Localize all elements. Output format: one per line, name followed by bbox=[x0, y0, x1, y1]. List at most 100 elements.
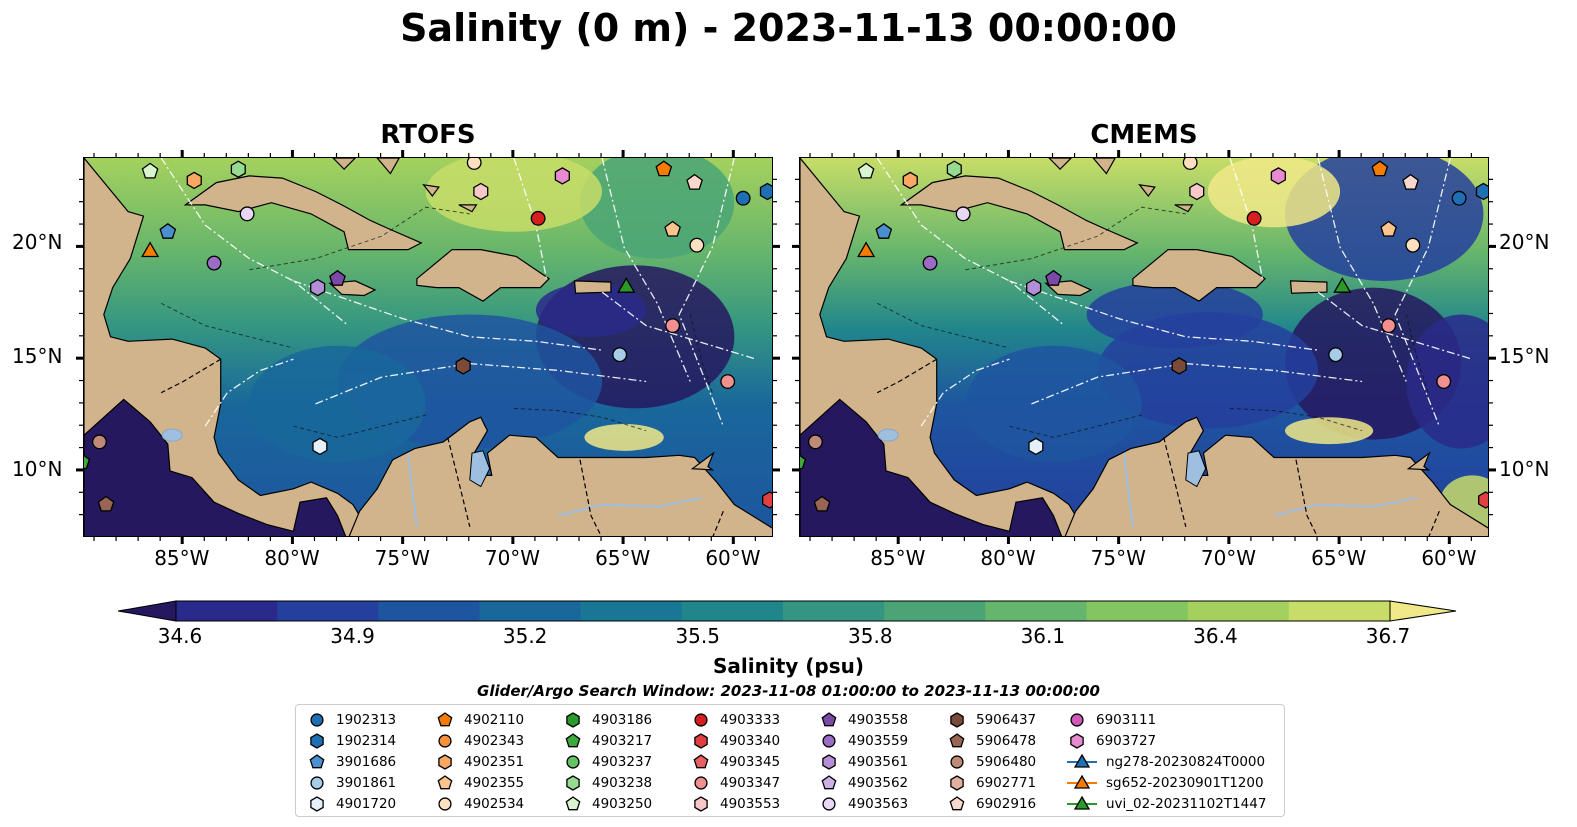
legend-marker-triangle-line-icon bbox=[1067, 795, 1097, 810]
legend-marker-circle-icon bbox=[438, 733, 452, 748]
float-marker-4903559-16[interactable] bbox=[206, 255, 222, 271]
float-marker-3901686-11[interactable] bbox=[875, 222, 893, 239]
float-marker-4902534-14[interactable] bbox=[1405, 237, 1421, 253]
float-marker-4903563-10[interactable] bbox=[239, 206, 255, 222]
float-marker-5906480-25[interactable] bbox=[807, 434, 823, 450]
float-marker-4903559-16[interactable] bbox=[922, 255, 938, 271]
legend-marker-circle-icon bbox=[822, 796, 836, 811]
legend-marker-pentagon-icon bbox=[565, 795, 581, 810]
float-marker-6903727-8[interactable] bbox=[1270, 167, 1286, 185]
float-marker-4903553-7[interactable] bbox=[1189, 182, 1205, 201]
legend-marker-pentagon-icon bbox=[437, 774, 453, 789]
float-marker-4903238-5[interactable] bbox=[230, 160, 246, 178]
float-marker-4901720-24[interactable] bbox=[1028, 437, 1044, 456]
legend-marker-circle-icon bbox=[694, 775, 708, 790]
float-marker-4902351-6[interactable] bbox=[186, 171, 202, 190]
float-marker-4903217-28[interactable] bbox=[84, 454, 91, 470]
float-marker-4903333-12[interactable] bbox=[1246, 210, 1262, 226]
legend-item-4903340: 4903340 bbox=[690, 730, 780, 751]
legend-marker-pentagon-icon bbox=[565, 732, 581, 747]
float-marker-3901861-21[interactable] bbox=[1328, 347, 1344, 363]
float-marker-4903347-20[interactable] bbox=[665, 318, 681, 334]
float-marker-6902916-9[interactable] bbox=[1402, 173, 1419, 190]
legend-item-3901686: 3901686 bbox=[306, 751, 396, 772]
float-marker-4903347-23[interactable] bbox=[720, 374, 736, 389]
float-marker-sg652-20230901T1200-15[interactable] bbox=[857, 241, 876, 258]
float-marker-4902534-3[interactable] bbox=[1182, 158, 1198, 170]
float-marker-4901720-24[interactable] bbox=[312, 437, 328, 456]
float-marker-sg652-20230901T1200-15[interactable] bbox=[141, 241, 160, 258]
float-marker-5906437-22[interactable] bbox=[455, 357, 471, 375]
float-marker-1902313-0[interactable] bbox=[735, 190, 751, 206]
legend-item-4903347: 4903347 bbox=[690, 772, 780, 793]
float-marker-4902355-13[interactable] bbox=[664, 220, 681, 237]
lat-label-15-left: 15°N bbox=[12, 344, 63, 368]
legend-item-6903111: 6903111 bbox=[1066, 709, 1266, 730]
map-rtofs[interactable] bbox=[83, 157, 773, 537]
float-marker-6903727-8[interactable] bbox=[554, 167, 570, 185]
legend-label: 4902355 bbox=[464, 774, 525, 791]
float-marker-4903561-17[interactable] bbox=[310, 278, 326, 297]
lon-label-2-panel-0: 75°W bbox=[374, 546, 430, 570]
float-marker-4903347-23[interactable] bbox=[1436, 374, 1452, 389]
legend-label: 6902771 bbox=[976, 774, 1037, 791]
float-marker-4902355-13[interactable] bbox=[1380, 220, 1397, 237]
float-marker-4902110-2[interactable] bbox=[655, 160, 673, 177]
map-cmems[interactable] bbox=[799, 157, 1489, 537]
legend-item-4902534: 4902534 bbox=[434, 793, 524, 814]
legend-marker-pentagon-icon bbox=[693, 753, 709, 768]
float-marker-6902916-9[interactable] bbox=[686, 173, 703, 190]
legend-item-6902771: 6902771 bbox=[946, 772, 1036, 793]
legend-item-1902314: 1902314 bbox=[306, 730, 396, 751]
float-marker-5906437-22[interactable] bbox=[1171, 357, 1187, 375]
float-marker-4903563-10[interactable] bbox=[955, 206, 971, 222]
legend-item-1902313: 1902313 bbox=[306, 709, 396, 730]
float-marker-5906478-26[interactable] bbox=[813, 495, 831, 512]
float-marker-4903250-4[interactable] bbox=[141, 162, 159, 179]
float-marker-4903561-17[interactable] bbox=[1026, 278, 1042, 297]
float-marker-1902314-1[interactable] bbox=[1475, 182, 1490, 201]
float-marker-4903558-18[interactable] bbox=[329, 269, 346, 286]
legend-label: 4903333 bbox=[720, 711, 781, 728]
float-marker-uvi_02-20231102T1447-19[interactable] bbox=[617, 277, 636, 293]
legend-item-5906478: 5906478 bbox=[946, 730, 1036, 751]
float-marker-4903333-12[interactable] bbox=[530, 210, 546, 226]
legend-item-ng278-20230824T0000: ng278-20230824T0000 bbox=[1066, 751, 1266, 772]
float-marker-4902351-6[interactable] bbox=[902, 171, 918, 190]
float-marker-4903340-27[interactable] bbox=[762, 491, 773, 509]
legend-item-4903333: 4903333 bbox=[690, 709, 780, 730]
float-marker-4903553-7[interactable] bbox=[473, 182, 489, 201]
lon-label-5-panel-1: 60°W bbox=[1421, 546, 1477, 570]
legend-item-4903558: 4903558 bbox=[818, 709, 908, 730]
lat-label-15-right: 15°N bbox=[1499, 344, 1550, 368]
legend-item-4903238: 4903238 bbox=[562, 772, 652, 793]
float-marker-1902314-1[interactable] bbox=[759, 182, 774, 201]
legend-item-4903563: 4903563 bbox=[818, 793, 908, 814]
float-marker-5906478-26[interactable] bbox=[97, 495, 115, 512]
legend-label: 4903340 bbox=[720, 732, 781, 749]
legend-item-4903237: 4903237 bbox=[562, 751, 652, 772]
colorbar-ticks: 34.6 34.9 35.2 35.5 35.8 36.1 36.4 36.7 bbox=[0, 624, 1577, 654]
float-marker-4902534-14[interactable] bbox=[689, 237, 705, 253]
map-cmems-canvas bbox=[800, 158, 1490, 536]
float-marker-4903340-27[interactable] bbox=[1478, 491, 1489, 509]
colorbar-tick-2: 35.2 bbox=[502, 624, 548, 648]
float-marker-4903558-18[interactable] bbox=[1045, 269, 1062, 286]
float-marker-4903250-4[interactable] bbox=[857, 162, 875, 179]
float-marker-5906480-25[interactable] bbox=[91, 434, 107, 450]
float-marker-4902534-3[interactable] bbox=[466, 158, 482, 170]
float-marker-4903238-5[interactable] bbox=[946, 160, 962, 178]
colorbar-tick-3: 35.5 bbox=[675, 624, 720, 648]
float-marker-1902313-0[interactable] bbox=[1451, 190, 1467, 206]
legend-item-4903553: 4903553 bbox=[690, 793, 780, 814]
legend-label: 5906478 bbox=[976, 732, 1037, 749]
float-marker-4903217-28[interactable] bbox=[800, 454, 807, 470]
float-marker-4902110-2[interactable] bbox=[1371, 160, 1389, 177]
float-marker-3901686-11[interactable] bbox=[159, 222, 177, 239]
legend-marker-circle-icon bbox=[310, 712, 324, 727]
lon-label-4-panel-0: 65°W bbox=[595, 546, 651, 570]
float-marker-3901861-21[interactable] bbox=[612, 347, 628, 363]
float-marker-uvi_02-20231102T1447-19[interactable] bbox=[1333, 277, 1352, 293]
lon-label-0-panel-0: 85°W bbox=[154, 546, 210, 570]
float-marker-4903347-20[interactable] bbox=[1381, 318, 1397, 334]
